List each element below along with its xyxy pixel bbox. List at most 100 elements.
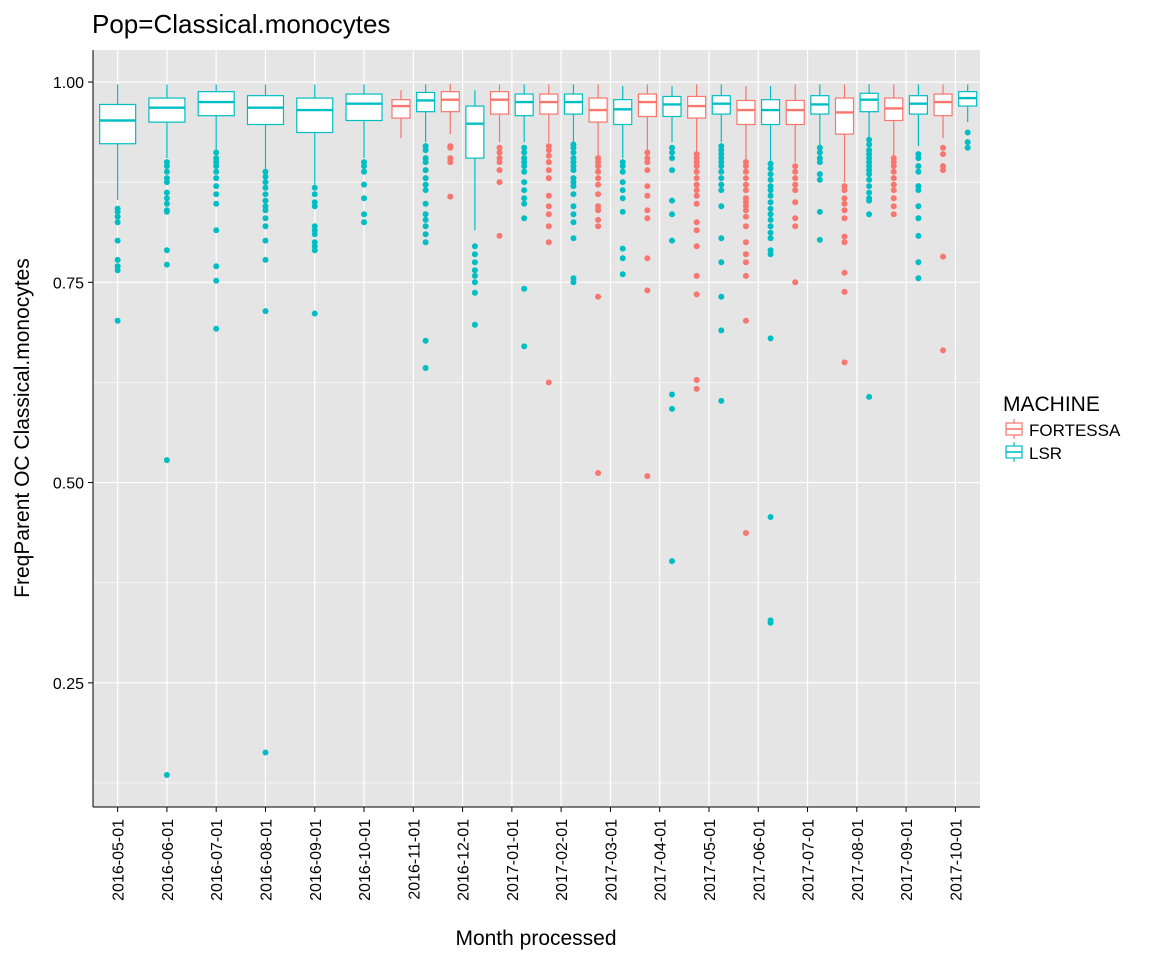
outlier-point — [866, 183, 873, 190]
outlier-point — [521, 168, 528, 175]
box-body — [563, 93, 584, 115]
box-lsr — [99, 84, 137, 324]
outlier-point — [841, 288, 848, 295]
outlier-point — [693, 385, 700, 392]
box-body — [296, 97, 334, 134]
box-fortessa — [588, 84, 608, 476]
outlier-point — [841, 187, 848, 194]
outlier-point — [619, 208, 626, 215]
outlier-point — [669, 167, 676, 174]
outlier-point — [742, 317, 749, 324]
x-tick-label: 2016-07-01 — [209, 819, 226, 901]
outlier-point — [718, 181, 725, 188]
outlier-point — [669, 197, 676, 204]
outlier-point — [742, 163, 749, 170]
outlier-point — [422, 211, 429, 218]
outlier-point — [644, 183, 651, 190]
outlier-point — [742, 239, 749, 246]
outlier-point — [816, 171, 823, 178]
outlier-point — [545, 192, 552, 199]
outlier-point — [471, 243, 478, 250]
outlier-point — [262, 223, 269, 230]
box-lsr — [148, 84, 186, 778]
outlier-point — [422, 365, 429, 372]
outlier-point — [213, 263, 220, 270]
box-body — [148, 97, 186, 123]
outlier-point — [915, 203, 922, 210]
outlier-point — [767, 171, 774, 178]
outlier-point — [866, 197, 873, 204]
outlier-point — [570, 191, 577, 198]
box-body — [736, 99, 756, 126]
outlier-point — [521, 163, 528, 170]
outlier-point — [361, 181, 368, 188]
outlier-point — [262, 256, 269, 263]
outlier-point — [213, 227, 220, 234]
box-fortessa — [440, 83, 460, 200]
outlier-point — [471, 321, 478, 328]
box-body — [859, 92, 879, 113]
outlier-point — [742, 175, 749, 182]
outlier-point — [447, 144, 454, 151]
outlier-point — [767, 216, 774, 223]
box-fortessa — [884, 84, 904, 218]
outlier-point — [545, 239, 552, 246]
outlier-point — [742, 168, 749, 175]
box-fortessa — [687, 84, 707, 392]
plot-panel — [93, 50, 980, 807]
outlier-point — [792, 223, 799, 230]
outlier-point — [669, 144, 676, 151]
outlier-point — [915, 259, 922, 266]
outlier-point — [114, 213, 121, 220]
outlier-point — [792, 168, 799, 175]
x-tick-label: 2016-08-01 — [258, 819, 275, 901]
box-body — [933, 93, 953, 117]
outlier-point — [816, 144, 823, 151]
outlier-point — [114, 208, 121, 215]
y-tick-label: 0.50 — [53, 476, 84, 493]
outlier-point — [521, 144, 528, 151]
box-body — [834, 97, 855, 135]
outlier-point — [742, 259, 749, 266]
outlier-point — [595, 293, 602, 300]
outlier-point — [866, 136, 873, 143]
outlier-point — [718, 259, 725, 266]
outlier-point — [890, 175, 897, 182]
outlier-point — [496, 179, 503, 186]
outlier-point — [915, 163, 922, 170]
outlier-point — [471, 272, 478, 279]
box-lsr — [197, 84, 235, 332]
y-axis-ticks: 0.25 0.50 0.75 1.00 — [53, 75, 93, 693]
outlier-point — [521, 215, 528, 222]
outlier-point — [693, 291, 700, 298]
legend-keys — [1005, 419, 1023, 462]
outlier-point — [742, 181, 749, 188]
outlier-point — [644, 473, 651, 480]
outlier-point — [693, 227, 700, 234]
outlier-point — [742, 530, 749, 537]
box-lsr — [908, 84, 929, 282]
outlier-point — [163, 771, 170, 778]
outlier-point — [816, 236, 823, 243]
outlier-point — [940, 167, 947, 174]
outlier-point — [422, 187, 429, 194]
outlier-point — [964, 144, 971, 151]
box-body — [760, 99, 781, 126]
x-tick-label: 2017-01-01 — [505, 819, 522, 901]
x-tick-label: 2016-06-01 — [160, 819, 177, 901]
legend-title: MACHINE — [1003, 393, 1100, 416]
outlier-point — [693, 187, 700, 194]
x-tick-label: 2017-08-01 — [850, 819, 867, 901]
box-body — [440, 91, 460, 113]
outlier-point — [521, 285, 528, 292]
outlier-point — [471, 259, 478, 266]
outlier-point — [890, 181, 897, 188]
outlier-point — [422, 200, 429, 207]
outlier-point — [669, 155, 676, 162]
outlier-point — [767, 187, 774, 194]
outlier-point — [570, 167, 577, 174]
outlier-point — [422, 216, 429, 223]
outlier-point — [521, 195, 528, 202]
box-body — [99, 103, 137, 145]
outlier-point — [422, 167, 429, 174]
